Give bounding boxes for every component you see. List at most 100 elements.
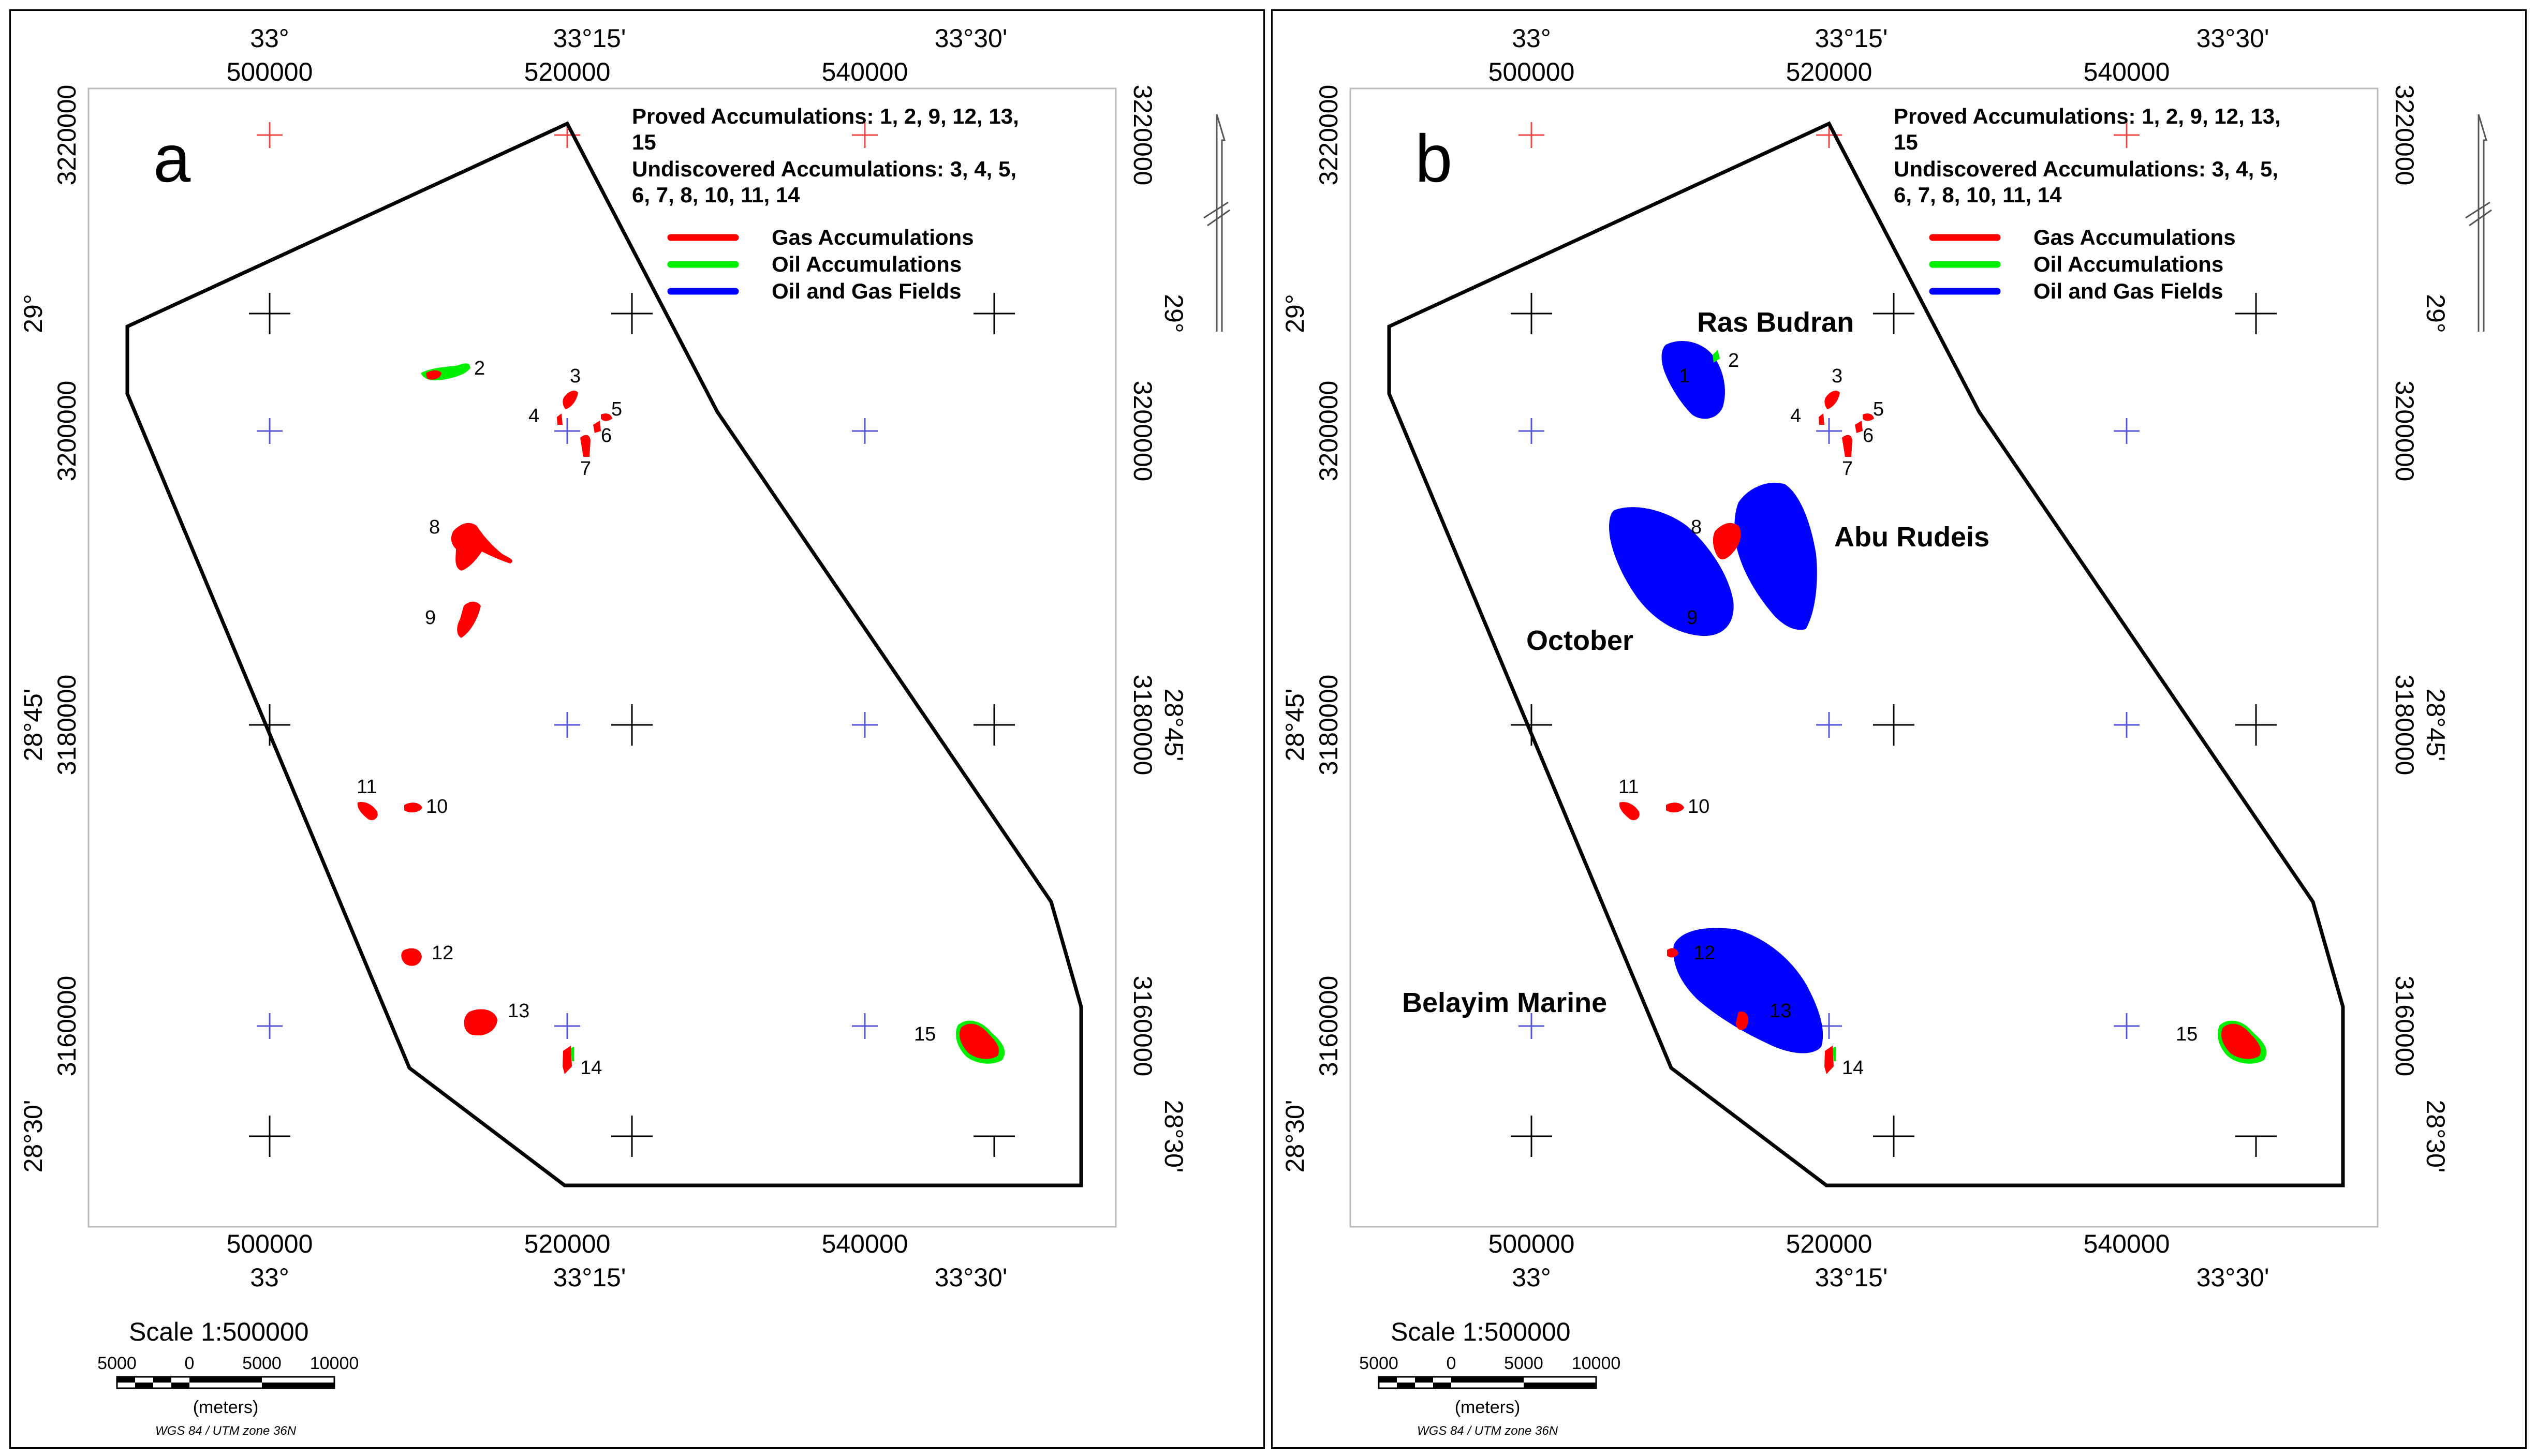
right-utm-0: 3220000 <box>2390 85 2419 186</box>
bottom-utm-1: 520000 <box>1786 1229 1872 1258</box>
accumulations <box>1619 350 2267 1074</box>
legend-proved: Proved Accumulations: 1, 2, 9, 12, 13, <box>632 104 1019 128</box>
scale-tick-1: 0 <box>185 1354 195 1373</box>
scale-projection: WGS 84 / UTM zone 36N <box>1417 1424 1558 1438</box>
scale-tick-3: 10000 <box>310 1354 359 1373</box>
right-deg-1: 28°45' <box>2421 689 2450 762</box>
scale-title: Scale 1:500000 <box>1391 1317 1571 1346</box>
accumulation-3 <box>1824 391 1840 409</box>
left-utm-0: 3220000 <box>52 85 81 186</box>
accumulation-14 <box>563 1046 572 1074</box>
top-deg-0: 33° <box>1512 24 1551 53</box>
left-utm-3: 3160000 <box>52 976 81 1077</box>
label-2: 2 <box>1728 350 1739 372</box>
oil-gas-fields <box>1609 340 1823 1053</box>
label-15: 15 <box>2176 1023 2198 1045</box>
top-utm-0: 500000 <box>1488 57 1575 86</box>
top-utm-1: 520000 <box>524 57 611 86</box>
scale-unit: (meters) <box>1455 1398 1521 1417</box>
label-12: 12 <box>1693 942 1715 964</box>
right-utm-3: 3160000 <box>1128 976 1157 1077</box>
field-name-abu-rudeis: Abu Rudeis <box>1834 522 1989 553</box>
accumulation-6 <box>1855 421 1863 433</box>
field-abu-rudeis <box>1734 482 1817 630</box>
scale-tick-0: 5000 <box>1359 1354 1398 1373</box>
legend-undiscovered: Undiscovered Accumulations: 3, 4, 5, <box>632 157 1016 181</box>
scale-title: Scale 1:500000 <box>129 1317 309 1346</box>
label-10: 10 <box>1688 796 1709 818</box>
study-area-boundary <box>1387 121 2345 1187</box>
label-6: 6 <box>601 425 612 447</box>
left-deg-2: 28°30' <box>1280 1100 1309 1173</box>
accumulation-11 <box>1619 802 1640 821</box>
accumulation-8 <box>1713 523 1741 559</box>
field-name-october: October <box>1526 625 1633 656</box>
top-utm-2: 540000 <box>822 57 908 86</box>
top-utm-1: 520000 <box>1786 57 1872 86</box>
label-4: 4 <box>1790 405 1801 427</box>
label-14: 14 <box>1842 1057 1864 1079</box>
right-utm-3: 3160000 <box>2390 976 2419 1077</box>
panel-b-frame: 1 2 3 4 5 6 7 8 9 10 11 12 13 14 15 Ras … <box>1271 9 2527 1449</box>
accumulation-11 <box>357 802 378 821</box>
field-name-belayim-marine: Belayim Marine <box>1402 987 1607 1018</box>
left-deg-0: 29° <box>1280 294 1309 333</box>
left-deg-1: 28°45' <box>19 689 48 762</box>
accumulation-5 <box>601 413 612 421</box>
label-11: 11 <box>357 776 377 798</box>
left-deg-2: 28°30' <box>19 1100 48 1173</box>
right-deg-0: 29° <box>1159 294 1188 333</box>
utm-grid <box>257 418 878 1039</box>
label-6: 6 <box>1863 425 1874 447</box>
right-utm-1: 3200000 <box>1128 381 1157 482</box>
label-3: 3 <box>570 365 581 387</box>
geo-grid <box>1511 293 2277 1157</box>
accumulation-15 <box>2221 1023 2261 1059</box>
scale-tick-2: 5000 <box>242 1354 282 1373</box>
top-utm-0: 500000 <box>227 57 313 86</box>
label-8: 8 <box>1691 516 1702 538</box>
left-utm-1: 3200000 <box>1314 381 1343 482</box>
right-utm-1: 3200000 <box>2390 381 2419 482</box>
accumulation-7 <box>1842 435 1852 457</box>
legend-oil: Oil Accumulations <box>2033 252 2223 276</box>
label-7: 7 <box>1842 458 1853 480</box>
panel-a-map: 2 3 4 5 6 7 8 9 10 11 12 13 14 15 a Prov… <box>19 24 1230 1438</box>
legend: Proved Accumulations: 1, 2, 9, 12, 13, 1… <box>632 104 1019 303</box>
accumulation-10 <box>404 803 422 813</box>
label-5: 5 <box>611 398 622 420</box>
bottom-deg-0: 33° <box>250 1263 289 1292</box>
scale-tick-3: 10000 <box>1572 1354 1621 1373</box>
bottom-deg-2: 33°30' <box>2196 1263 2269 1292</box>
panel-b-map: 1 2 3 4 5 6 7 8 9 10 11 12 13 14 15 Ras … <box>1280 24 2492 1438</box>
top-deg-1: 33°15' <box>1815 24 1888 53</box>
label-2: 2 <box>474 358 485 379</box>
label-1: 1 <box>1679 365 1690 387</box>
bottom-utm-2: 540000 <box>2084 1229 2170 1258</box>
scale-projection: WGS 84 / UTM zone 36N <box>155 1424 297 1438</box>
legend-fields: Oil and Gas Fields <box>772 279 961 303</box>
right-utm-2: 3180000 <box>2390 675 2419 776</box>
north-arrow <box>1203 114 1230 332</box>
study-area-boundary <box>125 121 1083 1187</box>
legend-proved-cont: 15 <box>632 130 656 154</box>
legend: Proved Accumulations: 1, 2, 9, 12, 13, 1… <box>1894 104 2281 303</box>
left-deg-1: 28°45' <box>1280 689 1309 762</box>
accumulation-12 <box>1667 948 1678 958</box>
accumulation-6 <box>593 421 601 433</box>
label-15: 15 <box>914 1023 936 1045</box>
bottom-utm-0: 500000 <box>1488 1229 1575 1258</box>
legend-undiscovered-cont: 6, 7, 8, 10, 11, 14 <box>1894 183 2062 207</box>
right-deg-2: 28°30' <box>2421 1100 2450 1173</box>
label-3: 3 <box>1832 365 1842 387</box>
label-8: 8 <box>429 516 440 538</box>
accumulation-14 <box>1824 1046 1834 1074</box>
label-4: 4 <box>528 405 539 427</box>
accumulation-4 <box>1819 413 1824 425</box>
legend-proved-cont: 15 <box>1894 130 1918 154</box>
legend-gas: Gas Accumulations <box>772 225 974 249</box>
accumulation-14-oil <box>1833 1047 1836 1061</box>
accumulation-14-oil <box>571 1047 574 1061</box>
bottom-deg-1: 33°15' <box>553 1263 626 1292</box>
scale-tick-1: 0 <box>1447 1354 1456 1373</box>
